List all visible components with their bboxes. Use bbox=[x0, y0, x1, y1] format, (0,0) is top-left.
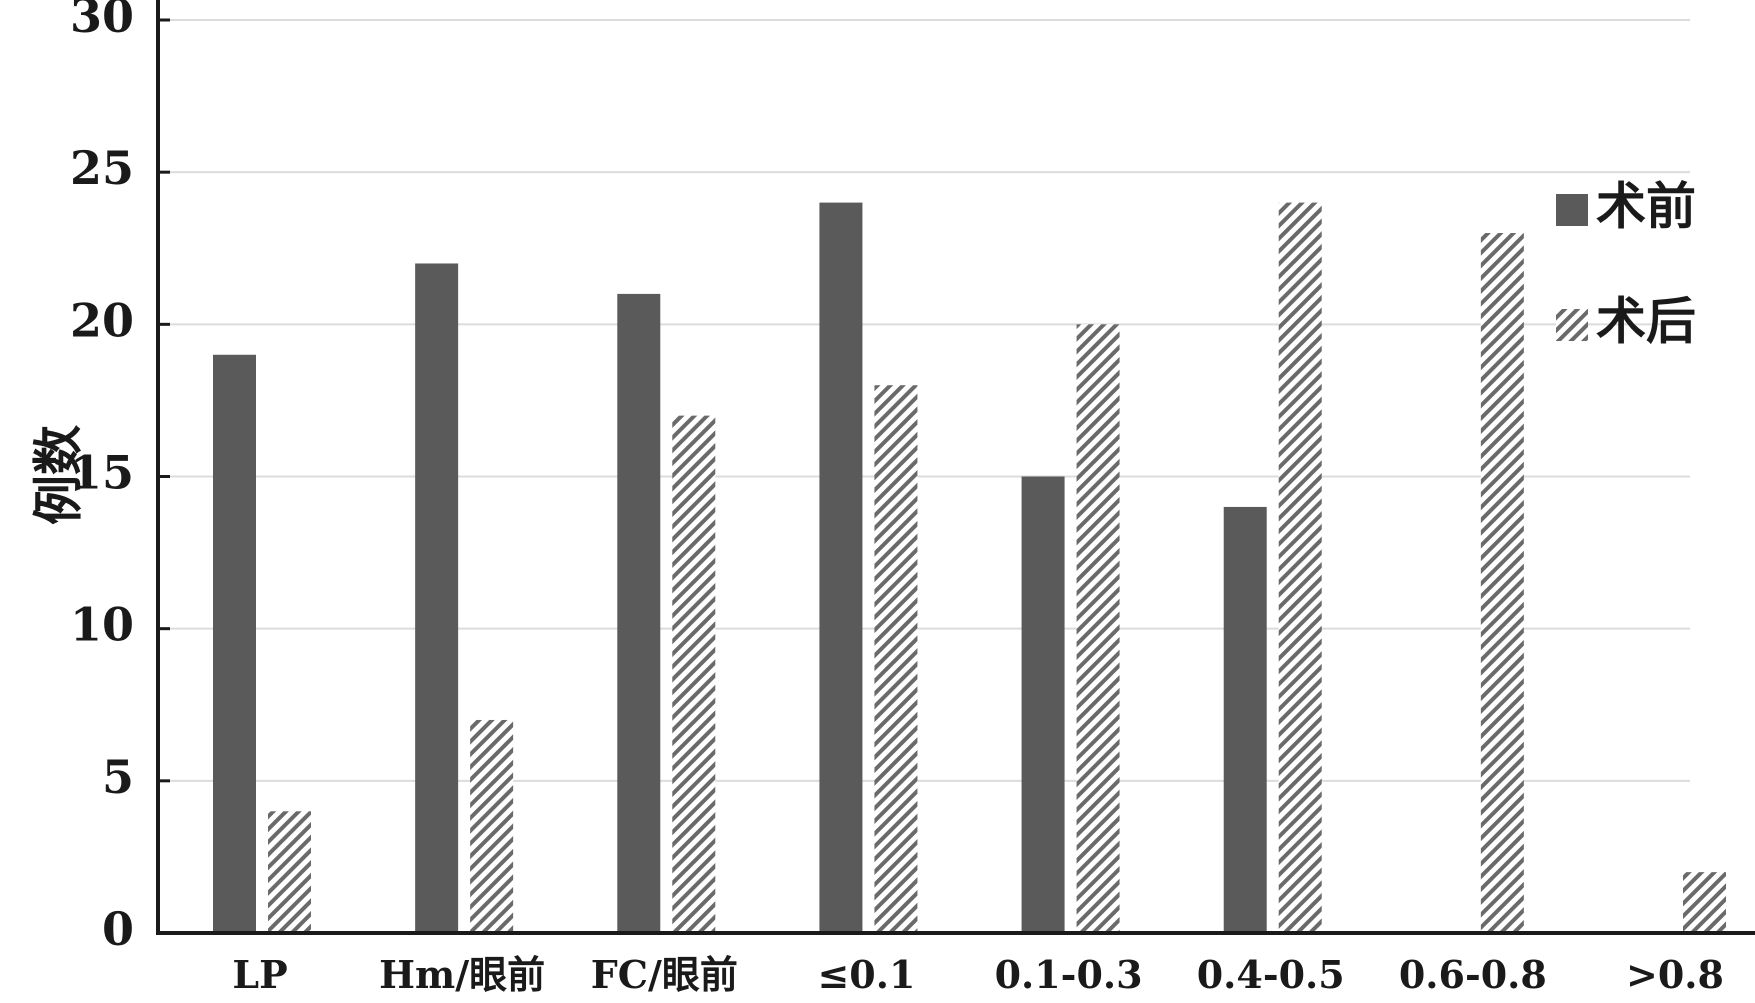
bar-post bbox=[1076, 324, 1120, 933]
bars bbox=[213, 202, 1726, 934]
bar-pre bbox=[213, 354, 256, 933]
y-tick-label: 20 bbox=[70, 293, 134, 347]
y-tick-label: 0 bbox=[102, 902, 134, 956]
bar-post bbox=[672, 415, 716, 934]
x-tick-labels: LP Hm/眼前 FC/眼前 ≤0.1 0.1-0.3 0.4-0.5 0.6-0.8 >0.… bbox=[232, 952, 1724, 997]
y-tick-label: 15 bbox=[70, 446, 134, 500]
bar-pre bbox=[1223, 506, 1267, 933]
bar-pre bbox=[617, 293, 661, 933]
y-tick-labels: 0 5 10 15 20 25 30 bbox=[70, 0, 170, 956]
legend-label: 术前 bbox=[1596, 178, 1696, 236]
bar-post bbox=[1278, 202, 1322, 934]
x-tick-label: ≤0.1 bbox=[817, 952, 915, 997]
axes bbox=[156, 0, 1755, 935]
legend-swatch bbox=[1556, 309, 1588, 341]
x-tick-label: >0.8 bbox=[1626, 952, 1724, 997]
legend-label: 术后 bbox=[1596, 293, 1696, 351]
x-tick-label: 0.4-0.5 bbox=[1197, 952, 1345, 997]
x-tick-label: 0.6-0.8 bbox=[1399, 952, 1547, 997]
bar-post bbox=[874, 385, 918, 933]
bar-pre bbox=[1021, 476, 1065, 933]
y-tick-label: 25 bbox=[70, 141, 134, 195]
bar-post bbox=[268, 811, 311, 933]
y-tick-label: 30 bbox=[70, 0, 134, 43]
bar-pre bbox=[415, 263, 459, 933]
x-tick-label: LP bbox=[232, 952, 287, 997]
legend-swatch bbox=[1556, 194, 1588, 226]
x-tick-label: 0.1-0.3 bbox=[995, 952, 1143, 997]
y-tick-label: 10 bbox=[70, 598, 134, 652]
x-tick-label: FC/眼前 bbox=[591, 952, 738, 997]
x-tick-label: Hm/眼前 bbox=[379, 952, 545, 997]
y-tick-label: 5 bbox=[102, 750, 134, 804]
bar-post bbox=[1480, 233, 1524, 934]
bar-post bbox=[1683, 872, 1726, 933]
bar-pre bbox=[819, 202, 863, 934]
gridlines bbox=[158, 19, 1690, 782]
bar-post bbox=[470, 719, 514, 933]
y-axis-label: 例数 bbox=[30, 425, 88, 525]
